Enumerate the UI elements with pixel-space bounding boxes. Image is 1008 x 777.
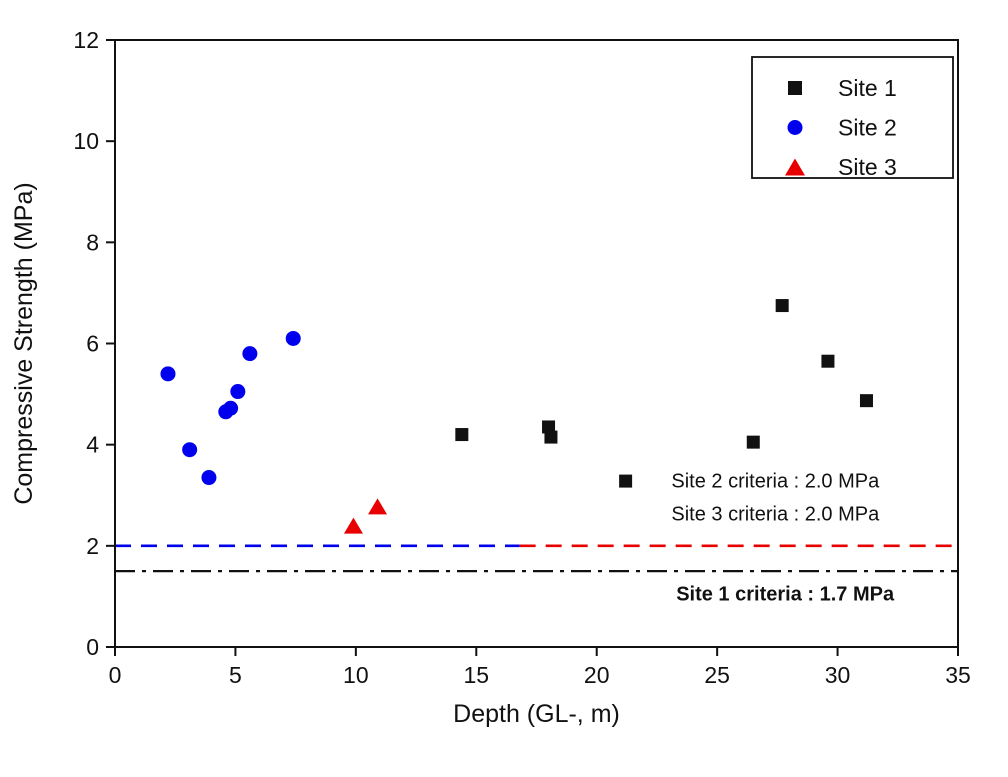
x-tick-label: 15 bbox=[463, 662, 489, 688]
y-tick-label: 2 bbox=[86, 533, 99, 559]
x-tick-label: 5 bbox=[229, 662, 242, 688]
data-point bbox=[368, 498, 388, 515]
y-tick-label: 8 bbox=[86, 229, 99, 255]
y-tick-label: 4 bbox=[86, 432, 99, 458]
data-point bbox=[182, 442, 198, 458]
data-point bbox=[542, 420, 556, 434]
legend-label: Site 3 bbox=[838, 154, 897, 180]
data-point bbox=[859, 394, 873, 408]
data-point bbox=[285, 330, 301, 346]
legend: Site 1 Site 2 Site 3 bbox=[751, 56, 954, 180]
data-point bbox=[455, 428, 469, 442]
data-point bbox=[775, 299, 789, 313]
data-point bbox=[544, 430, 558, 444]
data-point bbox=[242, 346, 258, 362]
x-tick-label: 20 bbox=[584, 662, 610, 688]
series-site-2 bbox=[160, 330, 301, 486]
x-tick-label: 25 bbox=[704, 662, 730, 688]
x-tick-label: 0 bbox=[109, 662, 122, 688]
annotation-2: Site 3 criteria : 2.0 MPa bbox=[671, 504, 880, 526]
legend-marker-circle bbox=[787, 120, 803, 135]
y-tick-label: 0 bbox=[86, 634, 99, 660]
data-point bbox=[201, 470, 217, 486]
series-site-3 bbox=[343, 498, 388, 534]
y-tick-label: 12 bbox=[73, 27, 99, 53]
legend-label: Site 2 bbox=[838, 115, 897, 141]
legend-label: Site 1 bbox=[838, 75, 897, 101]
legend-box bbox=[751, 56, 954, 179]
data-point bbox=[619, 474, 633, 488]
x-axis-label: Depth (GL-, m) bbox=[453, 700, 620, 728]
data-point bbox=[223, 400, 239, 416]
y-axis-label: Compressive Strength (MPa) bbox=[10, 182, 38, 504]
legend-marker-square bbox=[788, 81, 802, 95]
legend-marker-triangle bbox=[785, 158, 805, 176]
x-tick-label: 10 bbox=[343, 662, 369, 688]
annotation-3: Site 1 criteria : 1.7 MPa bbox=[676, 583, 895, 605]
data-point bbox=[821, 354, 835, 368]
y-tick-label: 10 bbox=[73, 128, 99, 154]
data-point bbox=[160, 366, 176, 382]
y-tick-label: 6 bbox=[86, 331, 99, 357]
data-point bbox=[746, 435, 760, 449]
x-tick-label: 35 bbox=[945, 662, 971, 688]
data-point bbox=[230, 384, 246, 400]
series-site-1 bbox=[455, 299, 873, 488]
annotation-1: Site 2 criteria : 2.0 MPa bbox=[671, 471, 880, 493]
x-tick-label: 30 bbox=[825, 662, 851, 688]
data-point bbox=[343, 517, 363, 534]
